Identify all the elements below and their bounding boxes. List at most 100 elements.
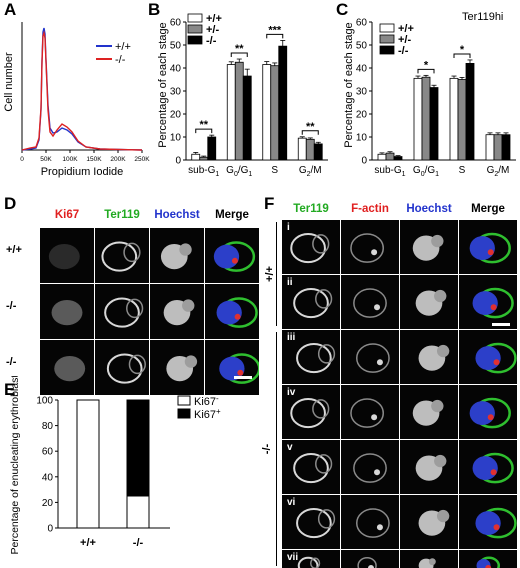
bar xyxy=(449,77,459,161)
y-tick-label: 50 xyxy=(356,41,368,52)
stacked-bar-segment xyxy=(126,495,150,529)
x-tick-label: sub-G1 xyxy=(374,165,405,178)
micrograph-tile xyxy=(205,284,259,339)
histogram-a: Cell number 0 50K 100K 150K 200K 250K +/+ -/-… xyxy=(3,22,150,178)
scale-bar xyxy=(234,376,252,379)
a-tick-label: 50K xyxy=(40,156,52,163)
bar xyxy=(297,137,307,161)
panel-label-d: D xyxy=(4,194,17,213)
y-tick-label: 60 xyxy=(356,18,368,29)
panel-label-f: F xyxy=(264,194,275,213)
a-legend-wt: +/+ xyxy=(115,41,131,53)
bar xyxy=(377,153,387,161)
micrograph-tile xyxy=(459,275,517,329)
legend-label: Ki67+ xyxy=(194,407,221,421)
micrograph-tile xyxy=(400,440,458,494)
legend-label: +/- xyxy=(398,34,411,46)
significance-bracket xyxy=(230,52,248,58)
micrograph-tile xyxy=(459,220,517,274)
bar xyxy=(226,64,236,161)
y-tick-label: 100 xyxy=(36,396,53,407)
legend-swatch xyxy=(187,13,203,23)
micrograph-tile xyxy=(341,275,399,329)
a-tick-label: 250K xyxy=(134,156,150,163)
bar xyxy=(457,79,467,161)
significance-bracket xyxy=(266,33,284,39)
bar xyxy=(429,87,439,161)
y-tick-label: 60 xyxy=(170,18,182,29)
histogram-line-ko xyxy=(21,30,143,151)
legend-label: Ki67- xyxy=(194,394,219,408)
f-column-header: Ter119 xyxy=(293,203,329,215)
legend-label: -/- xyxy=(206,35,217,47)
bar-chart-c: Percentage of each stage Ter119hi 0 10 20 3… xyxy=(343,11,516,178)
legend-label: +/+ xyxy=(398,23,414,35)
x-tick-label: S xyxy=(459,165,466,176)
micrograph-tile xyxy=(341,330,399,384)
significance-label: ** xyxy=(306,121,315,133)
panel-label-e: E xyxy=(4,380,16,399)
a-tick-label: 0 xyxy=(20,156,24,163)
bar xyxy=(465,63,475,161)
micrograph-tile xyxy=(341,440,399,494)
x-tick-label: G0/G1 xyxy=(226,165,252,178)
bar xyxy=(393,156,403,161)
f-row-label: ii xyxy=(287,277,293,288)
significance-bracket xyxy=(453,53,471,58)
bar xyxy=(270,65,280,161)
micrograph-tile xyxy=(150,284,204,339)
micrograph-tile xyxy=(282,275,340,329)
micrograph-tile xyxy=(95,228,149,283)
micrograph-tile xyxy=(150,340,204,395)
bar xyxy=(242,75,252,161)
y-tick-label: 40 xyxy=(42,472,54,483)
f-row-label: v xyxy=(287,442,293,453)
bar xyxy=(207,136,217,161)
d-row-label: +/+ xyxy=(6,244,22,256)
micrograph-tile xyxy=(459,495,517,549)
micrograph-tile xyxy=(341,550,399,568)
bar xyxy=(385,152,395,161)
d-column-header: Hoechst xyxy=(154,209,200,221)
x-tick-label: -/- xyxy=(133,537,144,549)
significance-label: *** xyxy=(268,24,282,36)
micrograph-tile xyxy=(205,228,259,283)
d-column-header: Merge xyxy=(215,209,249,221)
a-tick-label: 150K xyxy=(86,156,102,163)
micrograph-tile xyxy=(95,340,149,395)
group-bracket xyxy=(276,222,277,326)
micrograph-tile xyxy=(282,385,340,439)
micrograph-tile xyxy=(400,495,458,549)
bar xyxy=(313,143,323,161)
legend-swatch xyxy=(379,45,395,55)
bar xyxy=(493,134,503,161)
x-tick-label: S xyxy=(271,165,278,176)
micrograph-tile xyxy=(150,228,204,283)
f-row-label: vi xyxy=(287,497,296,508)
bar-chart-b: Percentage of each stage 0 10 20 30 40 50 60 su… xyxy=(157,13,328,178)
bar xyxy=(421,76,431,161)
y-tick-label: 0 xyxy=(361,156,367,167)
d-column-header: Ter119 xyxy=(104,209,140,221)
micrograph-tile xyxy=(282,330,340,384)
scale-bar xyxy=(492,323,510,326)
micrograph-tile xyxy=(282,495,340,549)
micrograph-tile xyxy=(282,550,340,568)
legend-swatch xyxy=(379,34,395,44)
f-row-label: iii xyxy=(287,332,296,343)
micrograph-tile xyxy=(40,340,94,395)
micrograph-tile xyxy=(40,284,94,339)
f-row-label: iv xyxy=(287,387,296,398)
b-ylabel: Percentage of each stage xyxy=(157,22,169,147)
bar xyxy=(191,153,201,161)
bar xyxy=(199,156,209,161)
bar-chart-e: Percentage of enucleating erythroblasts … xyxy=(9,376,221,555)
panel-label-c: C xyxy=(336,0,349,19)
a-ylabel: Cell number xyxy=(3,52,15,112)
y-tick-label: 20 xyxy=(42,498,54,509)
bar xyxy=(262,64,272,161)
micrograph-tile xyxy=(400,275,458,329)
group-bracket xyxy=(276,332,277,566)
micrograph-tile xyxy=(282,440,340,494)
y-tick-label: 10 xyxy=(170,133,182,144)
